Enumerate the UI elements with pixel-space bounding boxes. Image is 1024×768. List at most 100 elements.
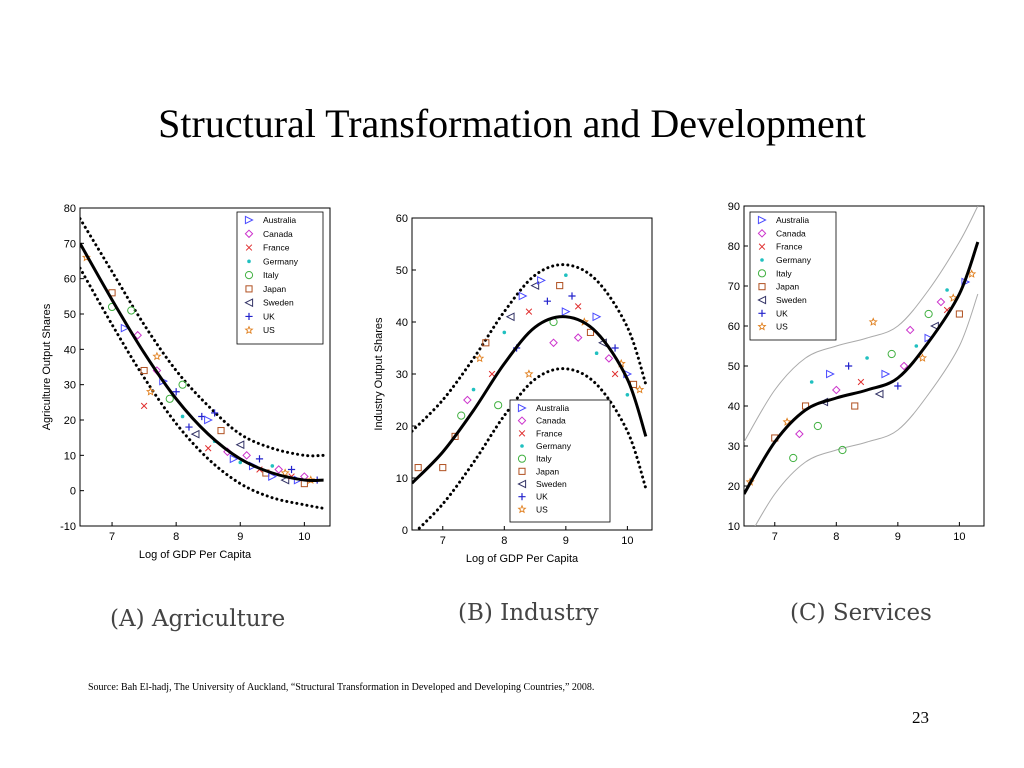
data-point xyxy=(832,385,841,395)
data-point xyxy=(185,423,193,431)
legend-marker xyxy=(244,229,254,239)
legend-marker xyxy=(518,467,526,475)
y-tick-label: 30 xyxy=(64,380,76,392)
y-tick-label: 0 xyxy=(70,486,76,498)
data-point xyxy=(145,386,156,396)
data-point xyxy=(242,451,251,460)
data-point xyxy=(611,370,619,378)
data-point xyxy=(556,282,564,290)
fitted-curve xyxy=(412,315,648,485)
data-point xyxy=(574,303,582,310)
data-point xyxy=(564,273,568,277)
data-point xyxy=(592,312,602,322)
legend-marker xyxy=(244,271,254,280)
legend-label: Italy xyxy=(776,268,792,278)
y-tick-label: 30 xyxy=(396,369,408,381)
legend-label: Sweden xyxy=(263,298,294,308)
legend-label: US xyxy=(776,322,788,332)
legend-label: Sweden xyxy=(536,479,567,489)
legend-label: Germany xyxy=(263,256,299,266)
data-point xyxy=(287,465,296,474)
data-point xyxy=(789,453,798,463)
legend-marker xyxy=(758,243,766,250)
legend-box xyxy=(509,399,611,523)
legend-marker xyxy=(517,454,527,463)
x-tick-label: 9 xyxy=(237,531,243,543)
data-point xyxy=(917,353,928,362)
data-point xyxy=(140,402,148,410)
data-point xyxy=(874,389,884,399)
x-tick-label: 10 xyxy=(621,535,633,547)
legend-label: Germany xyxy=(776,255,812,265)
data-point xyxy=(838,445,847,455)
upper-confidence-band xyxy=(744,206,979,443)
data-point xyxy=(482,339,490,347)
data-point xyxy=(140,366,148,375)
legend-marker xyxy=(244,325,254,335)
x-tick-label: 8 xyxy=(833,531,839,543)
data-point xyxy=(280,468,290,477)
x-tick-label: 7 xyxy=(772,531,778,543)
data-point xyxy=(530,281,540,291)
x-tick-label: 7 xyxy=(109,531,115,543)
data-point xyxy=(936,297,946,307)
y-tick-label: -10 xyxy=(60,521,76,533)
data-point xyxy=(502,330,507,335)
data-point xyxy=(172,388,180,396)
data-point xyxy=(887,349,896,359)
data-point xyxy=(611,344,619,352)
legend-marker xyxy=(757,321,767,331)
x-tick-label: 10 xyxy=(298,531,310,543)
legend-label: UK xyxy=(536,492,548,502)
legend-label: France xyxy=(263,243,290,253)
y-tick-label: 50 xyxy=(728,361,740,373)
x-tick-label: 8 xyxy=(501,535,507,547)
data-point xyxy=(573,333,583,342)
data-point xyxy=(457,411,466,420)
data-point xyxy=(451,432,459,440)
legend-label: Germany xyxy=(536,441,572,451)
legend-label: France xyxy=(776,242,803,252)
data-point xyxy=(868,317,878,326)
legend-marker xyxy=(517,403,527,413)
data-point xyxy=(948,293,958,302)
data-point xyxy=(586,328,595,336)
x-tick-label: 7 xyxy=(440,535,446,547)
legend-marker xyxy=(245,285,253,293)
data-point xyxy=(525,308,533,315)
legend-marker xyxy=(757,215,767,225)
y-axis-label: Industry Output Shares xyxy=(373,317,385,431)
data-point xyxy=(152,351,162,361)
data-point xyxy=(238,460,243,465)
legend-label: Canada xyxy=(536,416,566,426)
data-point xyxy=(945,288,949,292)
data-point xyxy=(865,356,869,360)
legend-marker xyxy=(520,444,524,448)
y-tick-label: 0 xyxy=(402,525,408,537)
slide-title: Structural Transformation and Developmen… xyxy=(158,101,866,146)
legend-marker xyxy=(244,215,254,225)
y-tick-label: 40 xyxy=(396,317,408,329)
data-point xyxy=(235,440,245,450)
data-point xyxy=(604,354,614,363)
data-point xyxy=(894,382,902,390)
legend-marker xyxy=(245,312,253,321)
x-tick-label: 8 xyxy=(173,531,179,543)
lower-confidence-band xyxy=(80,266,326,510)
legend-marker xyxy=(760,258,764,262)
legend-label: Japan xyxy=(776,282,799,292)
legend-marker xyxy=(517,504,527,514)
fitted-curve xyxy=(744,241,980,495)
data-point xyxy=(826,369,835,379)
data-point xyxy=(211,409,219,417)
data-point xyxy=(955,310,963,318)
y-tick-label: 10 xyxy=(728,521,740,533)
data-point xyxy=(127,306,136,315)
legend-label: France xyxy=(536,428,563,438)
data-point xyxy=(178,380,187,389)
caption-industry: (B) Industry xyxy=(458,600,599,626)
data-point xyxy=(543,297,551,305)
y-axis-label: Agriculture Output Shares xyxy=(41,303,53,430)
legend-label: Italy xyxy=(536,454,552,464)
legend-marker xyxy=(757,229,767,238)
